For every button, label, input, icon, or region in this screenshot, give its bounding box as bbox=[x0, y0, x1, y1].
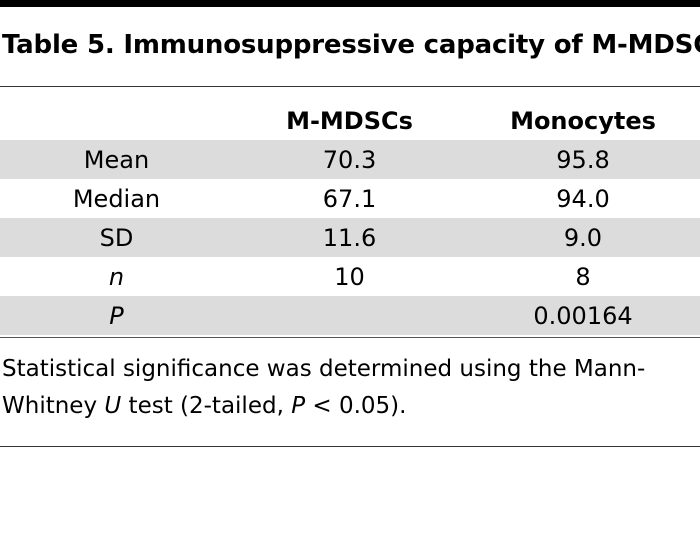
monocytes-value: 95.8 bbox=[556, 145, 610, 174]
m-mdscs-value: 70.3 bbox=[322, 145, 377, 174]
table-header-row: M-MDSCs Monocytes bbox=[0, 102, 700, 140]
row-label: P bbox=[109, 301, 124, 330]
title-divider bbox=[0, 86, 700, 87]
table-footnote: Statistical significance was determined … bbox=[2, 351, 692, 425]
monocytes-value: 9.0 bbox=[563, 223, 603, 252]
table-row-p: P 0.00164 bbox=[0, 296, 700, 335]
end-rule bbox=[0, 446, 700, 447]
table-row-mean: Mean 70.3 95.8 bbox=[0, 140, 700, 179]
m-mdscs-value: 10 bbox=[334, 262, 365, 291]
monocytes-value: 94.0 bbox=[556, 184, 610, 213]
table-row-sd: SD 11.6 9.0 bbox=[0, 218, 700, 257]
row-label: SD bbox=[99, 223, 134, 252]
data-table: M-MDSCs Monocytes Mean 70.3 95.8 Median … bbox=[0, 102, 700, 335]
footnote-p-symbol: P bbox=[291, 393, 306, 419]
table-title: Table 5. Immunosuppressive capacity of M… bbox=[2, 30, 700, 60]
table-bottom-divider bbox=[0, 337, 700, 338]
header-cell-monocytes: Monocytes bbox=[510, 107, 656, 135]
table-row-n: n 10 8 bbox=[0, 257, 700, 296]
m-mdscs-value: 67.1 bbox=[322, 184, 377, 213]
monocytes-value: 0.00164 bbox=[533, 301, 633, 330]
m-mdscs-value: 11.6 bbox=[322, 223, 377, 252]
footnote-u-symbol: U bbox=[104, 393, 122, 419]
table-row-median: Median 67.1 94.0 bbox=[0, 179, 700, 218]
footnote-text-1: Statistical significance was determined … bbox=[2, 356, 646, 419]
row-label: Median bbox=[72, 184, 161, 213]
footnote-text-2: test (2-tailed, bbox=[121, 393, 292, 419]
row-label: n bbox=[108, 262, 125, 291]
header-cell-m-mdscs: M-MDSCs bbox=[286, 107, 413, 135]
footnote-text-3: < 0.05). bbox=[305, 393, 407, 419]
row-label: Mean bbox=[83, 145, 150, 174]
top-rule bbox=[0, 0, 700, 7]
monocytes-value: 8 bbox=[575, 262, 591, 291]
